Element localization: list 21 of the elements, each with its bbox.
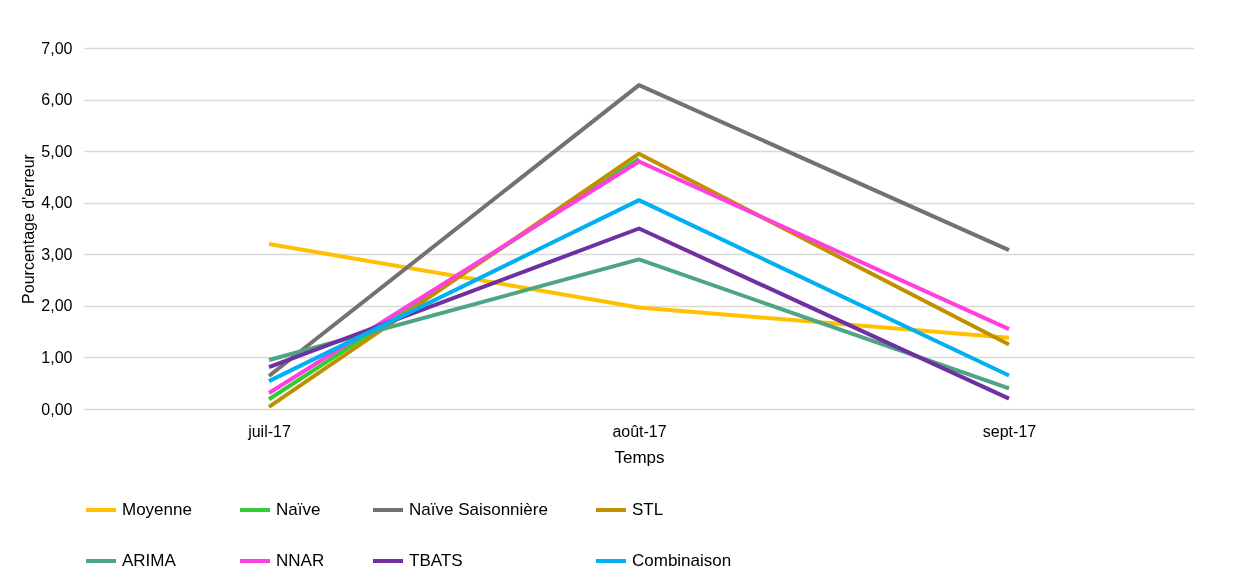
y-tick-label: 1,00	[41, 348, 73, 366]
legend-label: Naïve	[276, 500, 321, 519]
legend-label: Combinaison	[632, 551, 732, 570]
y-axis-title: Pourcentage d'erreur	[20, 153, 38, 304]
y-tick-label: 5,00	[41, 142, 73, 160]
y-tick-label: 0,00	[41, 400, 73, 418]
legend-label: TBATS	[409, 551, 463, 570]
y-tick-label: 2,00	[41, 297, 73, 315]
legend-label: STL	[632, 500, 664, 519]
x-tick-label: juil-17	[247, 422, 291, 440]
legend-label: Moyenne	[122, 500, 192, 519]
x-tick-label: août-17	[612, 422, 667, 440]
x-tick-label: sept-17	[982, 422, 1037, 440]
y-tick-label: 6,00	[41, 91, 73, 109]
y-tick-label: 3,00	[41, 245, 73, 263]
y-tick-label: 4,00	[41, 194, 73, 212]
legend-label: ARIMA	[122, 551, 177, 570]
y-tick-label: 7,00	[41, 39, 73, 57]
legend-label: NNAR	[276, 551, 325, 570]
legend-label: Naïve Saisonnière	[409, 500, 548, 519]
x-axis-title: Temps	[614, 447, 665, 467]
